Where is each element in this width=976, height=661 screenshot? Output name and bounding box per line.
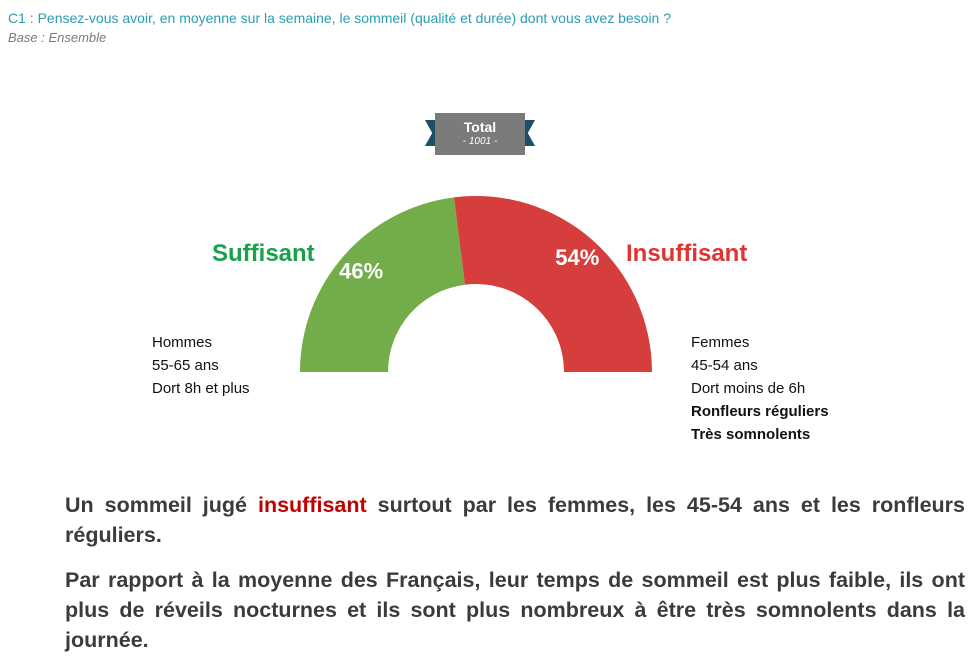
conclusion-text: Un sommeil jugé: [65, 493, 258, 517]
conclusion-highlight: insuffisant: [257, 493, 367, 517]
question-text: C1 : Pensez-vous avoir, en moyenne sur l…: [8, 10, 672, 26]
conclusion-text: surtout par les femmes, les 45-54 ans et…: [65, 493, 965, 547]
badge-plate: Total - 1001 -: [435, 113, 525, 155]
profile-list-insuffisant: Femmes 45-54 ans Dort moins de 6h Ronfle…: [691, 331, 829, 446]
data-label-suffisant: 46%: [339, 259, 383, 284]
total-label: Total: [463, 119, 497, 135]
profile-item: Dort 8h et plus: [152, 380, 250, 397]
base-text: Base : Ensemble: [8, 30, 107, 45]
profile-item: Hommes: [152, 334, 213, 351]
profile-item-highlight: Très somnolents: [691, 426, 811, 443]
conclusion-paragraph-1: Un sommeil jugé insuffisant surtout par …: [65, 490, 965, 550]
conclusion-paragraph-2: Par rapport à la moyenne des Français, l…: [65, 568, 965, 652]
total-base: - 1001 -: [462, 136, 498, 147]
profile-item-highlight: Ronfleurs réguliers: [691, 403, 829, 420]
profile-item: 45-54 ans: [691, 357, 758, 374]
total-badge: Total - 1001 -: [425, 113, 535, 155]
profile-item: Dort moins de 6h: [691, 380, 806, 397]
category-label-insuffisant: Insuffisant: [626, 240, 748, 267]
gauge-segment-insuffisant: [453, 196, 652, 372]
profile-list-suffisant: Hommes 55-65 ans Dort 8h et plus: [152, 331, 250, 400]
profile-item: Femmes: [691, 334, 750, 351]
data-label-insuffisant: 54%: [555, 245, 599, 270]
gauge-segment-suffisant: [300, 197, 465, 372]
profile-item: 55-65 ans: [152, 357, 219, 374]
category-label-suffisant: Suffisant: [212, 240, 315, 267]
